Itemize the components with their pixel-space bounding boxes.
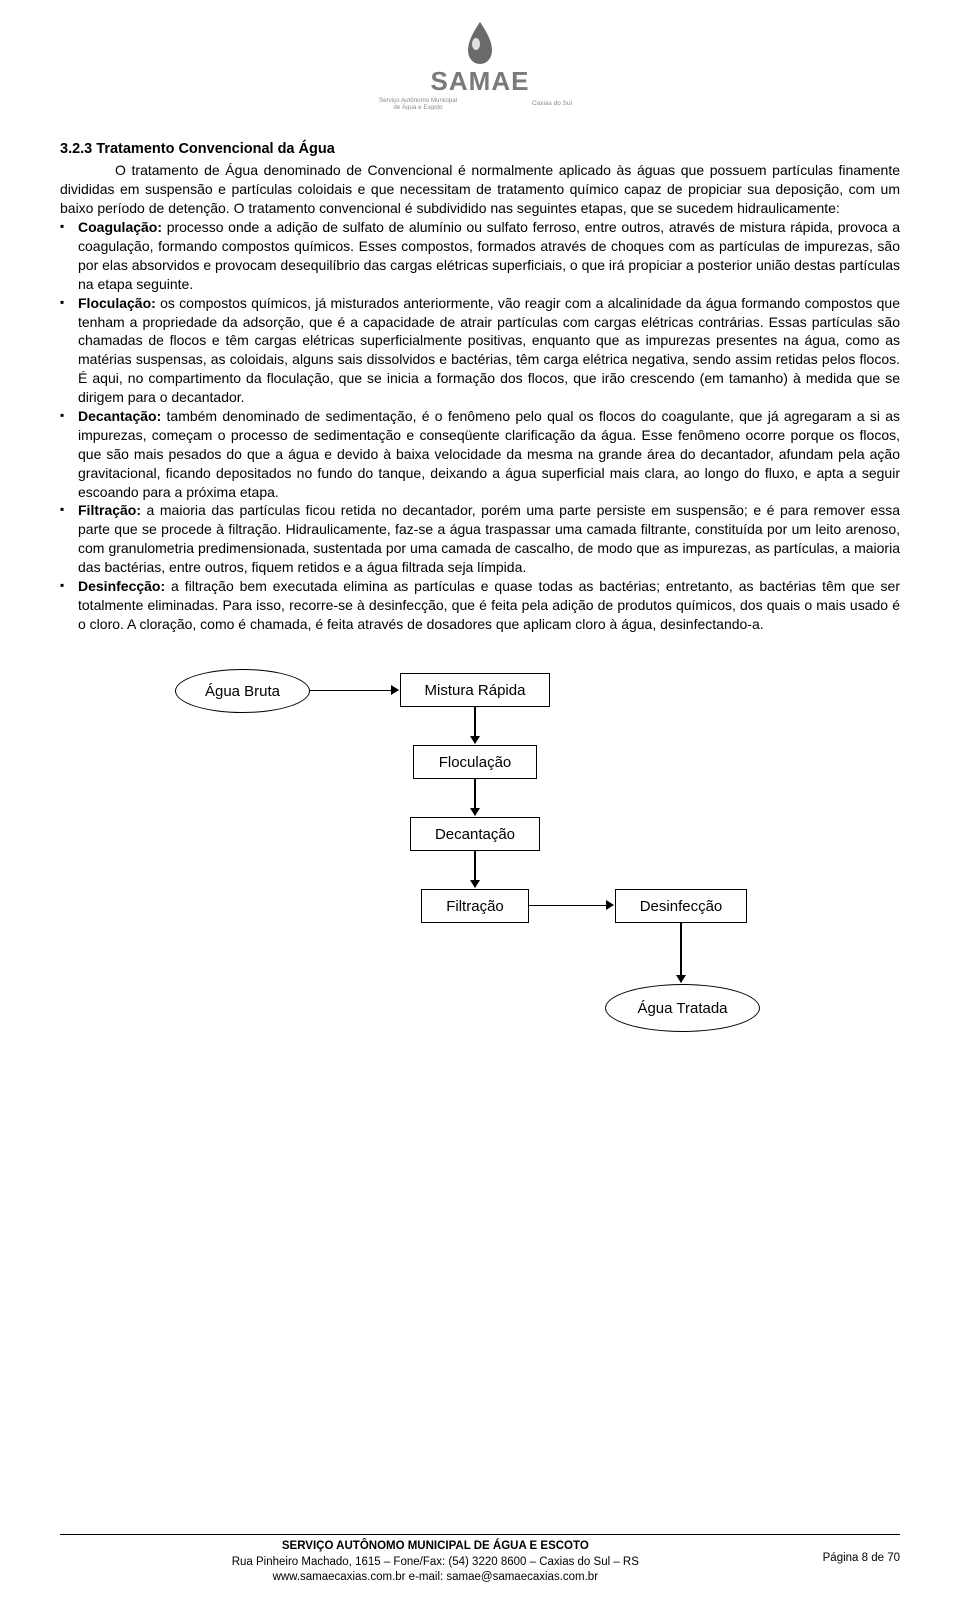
bullet-label: Filtração: <box>78 502 141 518</box>
flowchart-node-agua_tratada: Água Tratada <box>605 984 760 1032</box>
bullet-text: os compostos químicos, já misturados ant… <box>78 295 900 405</box>
bullet-text: processo onde a adição de sulfato de alu… <box>78 219 900 292</box>
bullet-label: Floculação: <box>78 295 156 311</box>
section-heading: 3.2.3 Tratamento Convencional da Água <box>60 140 900 160</box>
flowchart-node-desinfeccao: Desinfecção <box>615 889 747 923</box>
flowchart-node-filtracao: Filtração <box>421 889 529 923</box>
treatment-steps-list: Coagulação: processo onde a adição de su… <box>60 218 900 634</box>
list-item: Coagulação: processo onde a adição de su… <box>60 218 900 294</box>
list-item: Filtração: a maioria das partículas fico… <box>60 501 900 577</box>
bullet-label: Decantação: <box>78 408 161 424</box>
bullet-text: a maioria das partículas ficou retida no… <box>78 502 900 575</box>
flowchart-node-decantacao: Decantação <box>410 817 540 851</box>
flowchart-arrow <box>529 905 613 907</box>
svg-text:Serviço Autônomo Municipal: Serviço Autônomo Municipal <box>379 97 457 104</box>
intro-text: O tratamento de Água denominado de Conve… <box>60 162 900 216</box>
intro-paragraph: O tratamento de Água denominado de Conve… <box>60 161 900 218</box>
footer-contact: www.samaecaxias.com.br e-mail: samae@sam… <box>60 1570 811 1586</box>
bullet-label: Coagulação: <box>78 219 162 235</box>
page-footer: SERVIÇO AUTÔNOMO MUNICIPAL DE ÁGUA E ESC… <box>60 1534 900 1586</box>
list-item: Desinfecção: a filtração bem executada e… <box>60 577 900 634</box>
footer-divider <box>60 1534 900 1535</box>
flowchart-node-agua_bruta: Água Bruta <box>175 669 310 713</box>
svg-text:SAMAE: SAMAE <box>431 66 530 96</box>
flowchart-arrow <box>474 779 476 815</box>
bullet-label: Desinfecção: <box>78 578 165 594</box>
header-logo: SAMAE Serviço Autônomo Municipal de Água… <box>60 20 900 115</box>
flowchart-arrow <box>680 923 682 982</box>
page-number: Página 8 de 70 <box>811 1539 900 1567</box>
flowchart-arrow <box>474 851 476 887</box>
footer-org-name: SERVIÇO AUTÔNOMO MUNICIPAL DE ÁGUA E ESC… <box>60 1539 811 1555</box>
svg-text:Caxias do Sul: Caxias do Sul <box>532 100 573 107</box>
bullet-text: também denominado de sedimentação, é o f… <box>78 408 900 500</box>
bullet-text: a filtração bem executada elimina as par… <box>78 578 900 632</box>
list-item: Decantação: também denominado de sedimen… <box>60 407 900 501</box>
list-item: Floculação: os compostos químicos, já mi… <box>60 294 900 407</box>
footer-center: SERVIÇO AUTÔNOMO MUNICIPAL DE ÁGUA E ESC… <box>60 1539 811 1586</box>
document-page: SAMAE Serviço Autônomo Municipal de Água… <box>0 0 960 1611</box>
flowchart-arrow <box>474 707 476 743</box>
flowchart-diagram: Água Bruta Mistura Rápida Floculação Decant… <box>160 669 800 1089</box>
flowchart-node-floculacao: Floculação <box>413 745 537 779</box>
flowchart-node-mistura: Mistura Rápida <box>400 673 550 707</box>
flowchart-arrow <box>310 690 398 692</box>
samae-logo: SAMAE Serviço Autônomo Municipal de Água… <box>360 20 600 110</box>
svg-text:de Água e Esgoto: de Água e Esgoto <box>393 104 443 110</box>
footer-address: Rua Pinheiro Machado, 1615 – Fone/Fax: (… <box>60 1555 811 1571</box>
